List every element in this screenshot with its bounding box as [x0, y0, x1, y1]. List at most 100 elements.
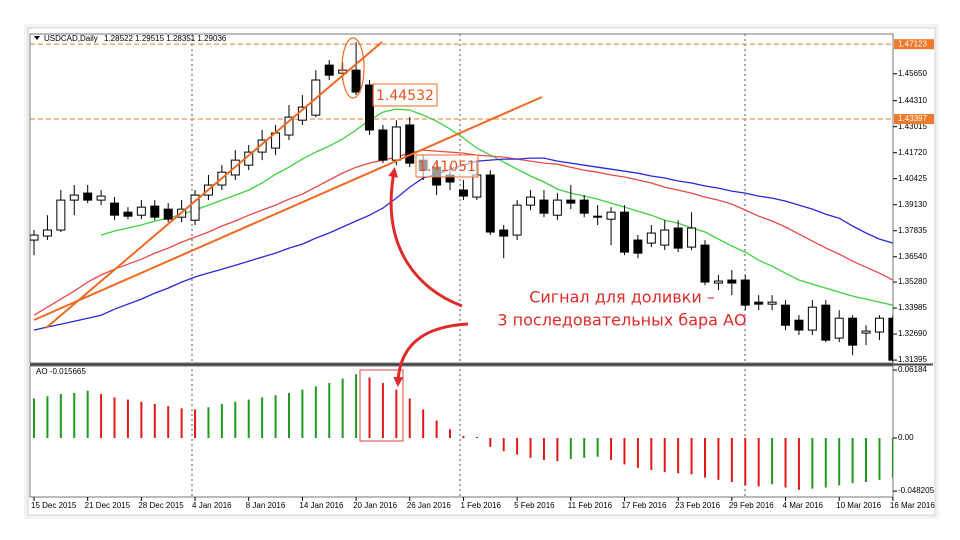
x-tick-label: 20 Jan 2016 [353, 501, 398, 510]
ao-pane [29, 365, 894, 498]
candle-body [512, 204, 522, 236]
candle-body [30, 234, 39, 241]
y-tick-label: 1.32690 [898, 329, 927, 338]
period-separators [191, 34, 746, 497]
candle-body [861, 330, 871, 334]
level-tag [894, 39, 934, 50]
candle-body [539, 199, 549, 214]
x-tick-label: 5 Feb 2016 [514, 501, 555, 510]
y-tick-label: 1.40425 [898, 174, 927, 183]
candle-body [150, 205, 160, 218]
candle-body [633, 239, 643, 254]
candle-body [458, 189, 468, 197]
ao-bars [33, 374, 893, 490]
y-tick-label: 1.37835 [898, 226, 927, 235]
candle-body [660, 229, 670, 246]
x-tick-label: 15 Dec 2015 [31, 501, 77, 510]
candle-body [700, 244, 710, 283]
candle-body [96, 195, 106, 201]
candle-body [83, 192, 93, 201]
candle-body [781, 304, 791, 326]
x-tick-label: 28 Dec 2015 [138, 501, 184, 510]
ao-title: AO -0.015665 [36, 367, 86, 376]
candle-body [365, 84, 374, 131]
candle-body [552, 199, 562, 216]
candle-body [874, 317, 884, 333]
candle-body [405, 124, 415, 164]
x-tick-label: 11 Feb 2016 [568, 501, 613, 510]
arrow [388, 167, 463, 308]
candle-body [56, 199, 66, 231]
candle-body [767, 301, 777, 305]
candle-body [378, 129, 388, 161]
annotation-box [372, 83, 438, 107]
candle-body [526, 196, 536, 206]
candle-body [324, 64, 334, 76]
callout-line: 3 последовательных бара АО [497, 311, 746, 330]
highlight-ellipse [341, 37, 365, 99]
y-tick-label: 1.44310 [898, 96, 927, 105]
candle-body [485, 174, 495, 233]
candle-body [619, 211, 629, 253]
x-tick-label: 8 Jan 2016 [246, 501, 286, 510]
candle-body [163, 208, 173, 220]
x-tick-label: 26 Jan 2016 [407, 501, 452, 510]
x-tick-label: 23 Feb 2016 [675, 501, 720, 510]
candle-body [284, 116, 294, 136]
candle-body [123, 211, 133, 217]
x-tick-label: 4 Jan 2016 [192, 501, 232, 510]
x-tick-label: 16 Mar 2016 [890, 501, 935, 510]
candle-body [807, 306, 817, 331]
candle-body [136, 206, 146, 216]
y-tick-label: 1.45650 [898, 69, 927, 78]
arrow [393, 322, 469, 387]
y-tick-label: 0.00 [898, 433, 914, 442]
candle-body [794, 319, 804, 331]
y-tick-label: 1.39130 [898, 200, 927, 209]
candle-body [351, 69, 361, 93]
candle-body [391, 126, 401, 161]
axes: 1.31395 1.32690 1.33985 1.35280 1.36540 1.378… [31, 39, 935, 510]
candle-body [257, 139, 267, 153]
ma-line [33, 149, 893, 316]
signal-box [359, 369, 404, 442]
candle-body [754, 301, 764, 305]
x-tick-label: 29 Feb 2016 [729, 501, 774, 510]
menu-triangle [34, 36, 40, 40]
annotation-box [415, 154, 479, 178]
x-tick-label: 21 Dec 2015 [85, 501, 131, 510]
y-tick-label: 1.36540 [898, 252, 927, 261]
candle-body [713, 280, 723, 284]
candle-body [821, 304, 831, 341]
annotation: 1.41051 [418, 159, 476, 175]
candle-body [190, 194, 200, 221]
callout-line: Сигнал для доливки – [529, 288, 715, 307]
candle-body [579, 199, 589, 214]
candle-body [687, 227, 697, 248]
candle-body [740, 279, 750, 306]
y-tick-label: -0.048205 [898, 486, 935, 495]
candle-body [727, 279, 737, 284]
price-pane [29, 33, 894, 364]
trend-lines [33, 37, 543, 329]
candle-body [593, 215, 603, 218]
x-tick-label: 10 Mar 2016 [836, 501, 881, 510]
level-label: 1.47123 [898, 39, 927, 48]
chart-title: USDCAD,Daily [44, 34, 98, 43]
annotation: 1.44532 [376, 88, 434, 104]
quote: 1.28522 1.29515 1.28351 1.29036 [104, 34, 227, 43]
y-tick-label: 1.33985 [898, 303, 927, 312]
candle-body [848, 317, 858, 346]
x-tick-label: 4 Mar 2016 [783, 501, 824, 510]
level-tag [894, 114, 934, 125]
candle-body [110, 202, 120, 216]
y-tick-label: 0.06184 [898, 365, 927, 374]
candle-body [499, 229, 509, 237]
level-label: 1.43397 [898, 114, 927, 123]
candle-body [42, 229, 52, 237]
candle-body [673, 227, 683, 249]
x-tick-label: 14 Jan 2016 [299, 501, 344, 510]
y-tick-label: 1.41720 [898, 148, 927, 157]
